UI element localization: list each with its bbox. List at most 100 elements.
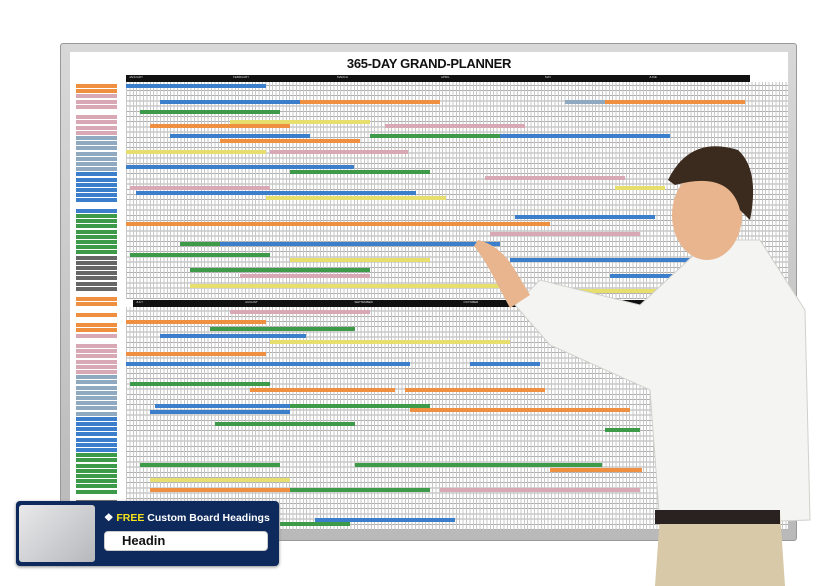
row-label bbox=[76, 469, 117, 473]
row-label bbox=[76, 391, 117, 395]
row-label bbox=[76, 396, 117, 400]
schedule-bar bbox=[220, 139, 360, 143]
row-label bbox=[76, 266, 117, 270]
row-label bbox=[76, 422, 117, 426]
month-label: FEBRUARY bbox=[230, 75, 334, 82]
schedule-bar bbox=[160, 334, 306, 338]
month-label: JULY bbox=[133, 300, 242, 307]
row-label bbox=[76, 448, 117, 452]
schedule-bar bbox=[290, 258, 430, 262]
schedule-bar bbox=[290, 404, 430, 408]
row-label bbox=[76, 94, 117, 98]
row-label bbox=[76, 261, 117, 265]
row-label bbox=[76, 427, 117, 431]
row-label bbox=[76, 484, 117, 488]
schedule-bar bbox=[126, 150, 266, 154]
row-label bbox=[76, 328, 117, 332]
row-label bbox=[76, 458, 117, 462]
row-label bbox=[76, 120, 117, 124]
row-label bbox=[76, 386, 117, 390]
row-label bbox=[76, 193, 117, 197]
row-label bbox=[76, 230, 117, 234]
schedule-bar bbox=[290, 170, 430, 174]
month-label: MARCH bbox=[334, 75, 438, 82]
row-label bbox=[76, 323, 117, 327]
row-label bbox=[76, 250, 117, 254]
row-label bbox=[76, 354, 117, 358]
schedule-bar bbox=[130, 186, 270, 190]
row-label bbox=[76, 380, 117, 384]
row-label bbox=[76, 126, 117, 130]
month-label: AUGUST bbox=[242, 300, 351, 307]
man-pointing-at-board bbox=[460, 130, 820, 586]
row-label bbox=[76, 178, 117, 182]
schedule-bar bbox=[190, 268, 370, 272]
schedule-bar bbox=[190, 284, 500, 288]
row-label bbox=[76, 313, 117, 317]
row-label bbox=[76, 287, 117, 291]
row-label bbox=[76, 375, 117, 379]
month-label: JANUARY bbox=[126, 75, 230, 82]
schedule-bar bbox=[230, 310, 370, 314]
schedule-bar bbox=[605, 100, 745, 104]
schedule-bar bbox=[270, 150, 408, 154]
row-label bbox=[76, 105, 117, 109]
schedule-bar bbox=[150, 488, 290, 492]
schedule-bar bbox=[130, 382, 270, 386]
schedule-bar bbox=[126, 320, 266, 324]
custom-headings-ad[interactable]: ❖ FREE Custom Board Headings Headin bbox=[16, 501, 279, 566]
row-label bbox=[76, 453, 117, 457]
schedule-bar bbox=[230, 120, 370, 124]
row-label bbox=[76, 209, 117, 213]
row-label bbox=[76, 464, 117, 468]
free-label: FREE bbox=[116, 512, 144, 524]
schedule-bar bbox=[126, 165, 354, 169]
row-label bbox=[76, 157, 117, 161]
row-label bbox=[76, 152, 117, 156]
row-label bbox=[76, 282, 117, 286]
ad-headline: Custom Board Headings bbox=[144, 512, 269, 524]
row-label bbox=[76, 224, 117, 228]
row-label bbox=[76, 89, 117, 93]
schedule-bar bbox=[126, 352, 266, 356]
heading-input[interactable]: Headin bbox=[104, 531, 268, 551]
schedule-bar bbox=[240, 274, 370, 278]
schedule-bar bbox=[565, 100, 605, 104]
row-label bbox=[76, 167, 117, 171]
schedule-bar bbox=[220, 242, 500, 246]
schedule-bar bbox=[130, 253, 270, 257]
row-label bbox=[76, 183, 117, 187]
schedule-bar bbox=[385, 124, 525, 128]
row-label bbox=[76, 417, 117, 421]
row-label bbox=[76, 84, 117, 88]
schedule-bar bbox=[126, 362, 410, 366]
schedule-bar bbox=[150, 478, 290, 482]
row-label bbox=[76, 406, 117, 410]
row-label bbox=[76, 219, 117, 223]
row-label bbox=[76, 334, 117, 338]
row-label bbox=[76, 100, 117, 104]
row-label bbox=[76, 349, 117, 353]
row-label bbox=[76, 443, 117, 447]
schedule-bar bbox=[126, 84, 266, 88]
logo-icon: ❖ bbox=[104, 512, 116, 524]
schedule-bar bbox=[210, 327, 355, 331]
schedule-bar bbox=[290, 488, 430, 492]
schedule-bar bbox=[150, 410, 290, 414]
row-label bbox=[76, 214, 117, 218]
schedule-bar bbox=[150, 124, 290, 128]
keyboard-photo bbox=[19, 505, 95, 562]
row-label bbox=[76, 360, 117, 364]
schedule-bar bbox=[250, 388, 395, 392]
row-label bbox=[76, 235, 117, 239]
schedule-bar bbox=[170, 134, 310, 138]
schedule-bar bbox=[300, 100, 440, 104]
row-label bbox=[76, 136, 117, 140]
month-label: SEPTEMBER bbox=[351, 300, 460, 307]
row-label bbox=[76, 188, 117, 192]
row-label bbox=[76, 401, 117, 405]
board-title: 365-DAY GRAND-PLANNER bbox=[70, 56, 788, 71]
schedule-bar bbox=[140, 110, 280, 114]
row-label bbox=[76, 344, 117, 348]
row-label bbox=[76, 474, 117, 478]
